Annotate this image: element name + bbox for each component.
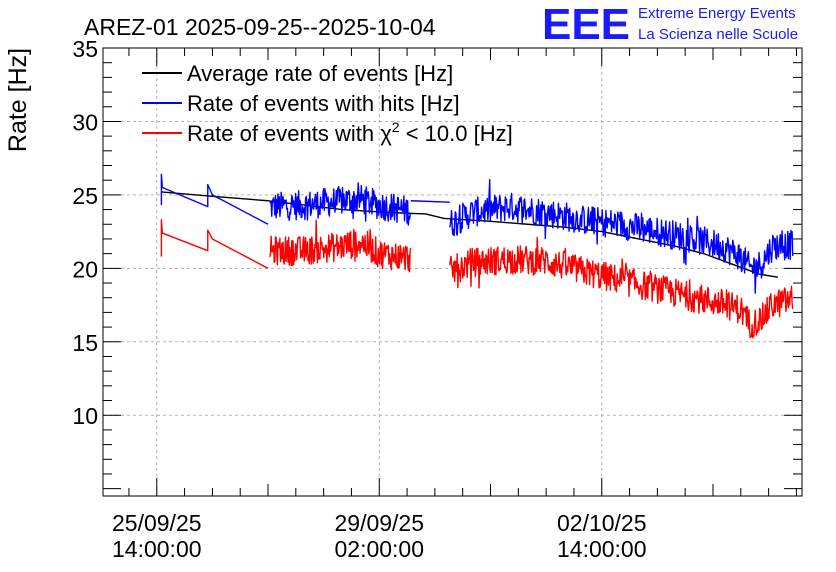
y-tick-label: 35 — [72, 36, 98, 62]
series-line-2-segment-1 — [269, 219, 412, 273]
chart-title: AREZ-01 2025-09-25--2025-10-04 — [84, 14, 436, 40]
y-tick-label: 10 — [72, 403, 98, 429]
logo-mark: EEE — [542, 0, 630, 49]
logo-line2: La Scienza nelle Scuole — [638, 26, 798, 43]
legend-chi2-symbol: χ — [380, 121, 392, 146]
legend: Average rate of events [Hz] Rate of even… — [142, 61, 513, 146]
x-axis: 25/09/2514:00:0029/09/2502:00:0002/10/25… — [112, 48, 797, 562]
legend-label-hits: Rate of events with hits [Hz] — [187, 91, 460, 116]
x-tick-label-date: 29/09/25 — [334, 510, 424, 536]
plot-frame — [102, 47, 803, 497]
x-tick-label-date: 02/10/25 — [557, 510, 647, 536]
legend-label-average: Average rate of events [Hz] — [187, 61, 453, 86]
y-axis: 10 15 20 25 30 35 — [72, 36, 802, 490]
legend-label-chi2: Rate of events with χ2 < 10.0 [Hz] — [187, 119, 513, 146]
legend-chi2-prefix: Rate of events with — [187, 121, 380, 146]
series-line-2-segment-0 — [160, 219, 269, 269]
series-line-1-segment-3 — [449, 178, 794, 294]
logo: EEE Extreme Energy Events La Scienza nel… — [542, 0, 798, 49]
series-line-1-segment-0 — [160, 173, 269, 225]
series-layer — [160, 173, 794, 339]
legend-chi2-superscript: 2 — [392, 119, 400, 135]
x-tick-label-time: 14:00:00 — [557, 536, 647, 562]
y-tick-label: 20 — [72, 256, 98, 282]
grid — [103, 47, 802, 496]
logo-line1: Extreme Energy Events — [638, 5, 796, 22]
legend-chi2-suffix: < 10.0 [Hz] — [400, 121, 513, 146]
x-tick-label-time: 02:00:00 — [334, 536, 424, 562]
series-line-1-segment-1 — [269, 182, 412, 226]
y-axis-label: Rate [Hz] — [4, 48, 32, 152]
y-tick-label: 25 — [72, 183, 98, 209]
y-tick-label: 15 — [72, 330, 98, 356]
y-tick-label: 30 — [72, 109, 98, 135]
series-line-1-segment-2 — [410, 200, 450, 203]
x-tick-label-time: 14:00:00 — [112, 536, 202, 562]
x-tick-label-date: 25/09/25 — [112, 510, 202, 536]
series-line-2-segment-2 — [449, 236, 794, 339]
